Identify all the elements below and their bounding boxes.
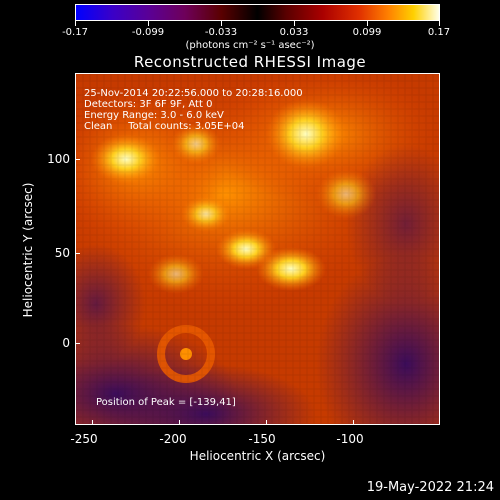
info-time-range: 25-Nov-2014 20:22:56.000 to 20:28:16.000 <box>84 88 303 99</box>
timestamp: 19-May-2022 21:24 <box>366 480 494 495</box>
x-tick-mark <box>266 420 267 425</box>
colorbar-tick <box>75 21 76 26</box>
info-clean-counts: Clean Total counts: 3.05E+04 <box>84 121 245 132</box>
y-tick-label: 50 <box>54 246 70 260</box>
info-energy-range: Energy Range: 3.0 - 6.0 keV <box>84 110 224 121</box>
x-tick-label: -200 <box>159 432 187 446</box>
colorbar-tick-label: -0.17 <box>62 27 88 38</box>
image-plot[interactable]: 25-Nov-2014 20:22:56.000 to 20:28:16.000… <box>75 73 440 425</box>
colorbar <box>75 4 440 21</box>
colorbar-tick <box>439 21 440 26</box>
colorbar-tick-label: -0.033 <box>204 27 238 38</box>
colorbar-tick <box>148 21 149 26</box>
colorbar-tick <box>367 21 368 26</box>
y-tick-label: 0 <box>62 336 70 350</box>
y-tick-label: 100 <box>47 152 70 166</box>
colorbar-tick <box>221 21 222 26</box>
x-tick-mark <box>92 420 93 425</box>
colorbar-units: (photons cm⁻² s⁻¹ asec⁻²) <box>185 40 315 51</box>
colorbar-tick-label: 0.033 <box>279 27 309 38</box>
y-tick-mark <box>75 343 80 344</box>
y-tick-mark <box>75 159 80 160</box>
x-tick-label: -250 <box>70 432 98 446</box>
colorbar-tick-label: 0.17 <box>427 27 451 38</box>
colorbar-tick-label: 0.099 <box>352 27 382 38</box>
x-tick-mark <box>179 420 180 425</box>
image-title: Reconstructed RHESSI Image <box>133 53 367 71</box>
peak-position: Position of Peak = [-139,41] <box>96 397 236 408</box>
y-tick-mark <box>75 253 80 254</box>
x-tick-label: -100 <box>336 432 364 446</box>
x-tick-label: -150 <box>248 432 276 446</box>
y-axis-label: Heliocentric Y (arcsec) <box>21 182 35 318</box>
rhessi-image <box>76 74 439 424</box>
x-axis-label: Heliocentric X (arcsec) <box>189 449 326 463</box>
info-detectors: Detectors: 3F 6F 9F, Att 0 <box>84 99 213 110</box>
colorbar-tick <box>294 21 295 26</box>
colorbar-tick-label: -0.099 <box>131 27 165 38</box>
x-tick-mark <box>353 420 354 425</box>
